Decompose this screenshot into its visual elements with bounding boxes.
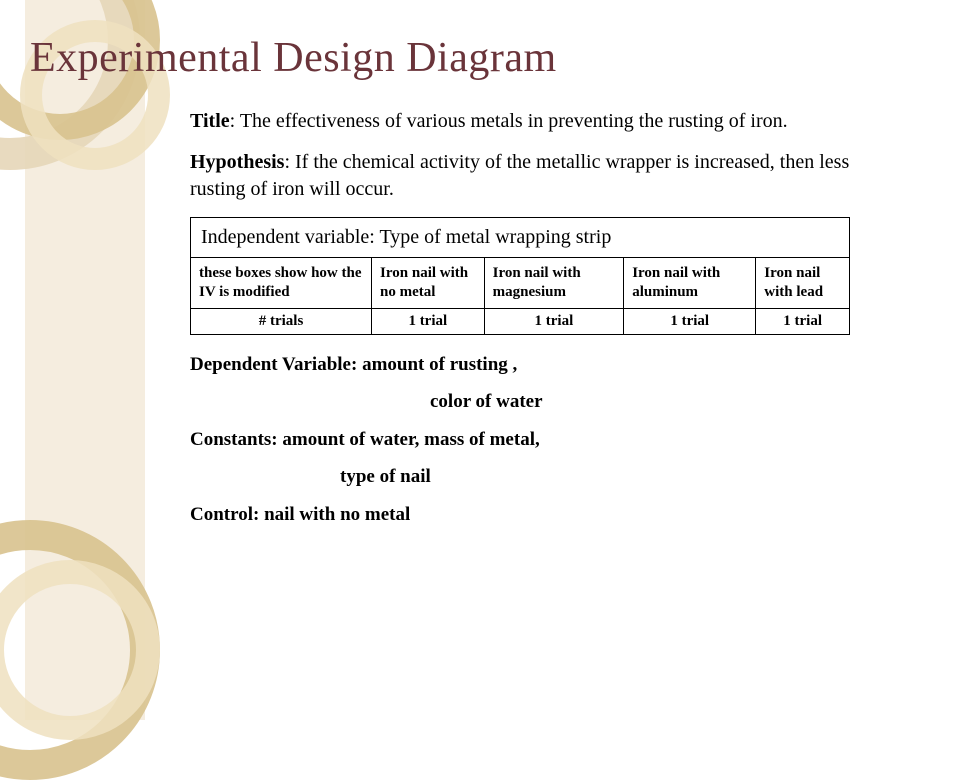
condition-cell: Iron nail with lead (756, 258, 850, 309)
constants-text-1: amount of water, mass of metal, (278, 429, 540, 450)
iv-row: Independent variable: Type of metal wrap… (191, 218, 850, 258)
dv-line: Dependent Variable: amount of rusting , (190, 351, 850, 379)
iv-table: Independent variable: Type of metal wrap… (190, 217, 850, 335)
control-line: Control: nail with no metal (190, 501, 850, 529)
trials-row: # trials 1 trial 1 trial 1 trial 1 trial (191, 308, 850, 334)
control-label: Control: (190, 504, 259, 525)
trial-cell: 1 trial (756, 308, 850, 334)
conditions-row: these boxes show how the IV is modified … (191, 258, 850, 309)
constants-line: Constants: amount of water, mass of meta… (190, 426, 850, 454)
title-label: Title (190, 110, 230, 132)
constants-label: Constants: (190, 429, 278, 450)
control-text: nail with no metal (259, 504, 410, 525)
slide-heading: Experimental Design Diagram (30, 34, 920, 82)
trial-cell: 1 trial (372, 308, 485, 334)
title-text: : The effectiveness of various metals in… (230, 110, 788, 132)
trials-label-cell: # trials (191, 308, 372, 334)
constants-line-2: type of nail (190, 463, 850, 491)
dv-label: Dependent Variable: (190, 354, 357, 375)
slide-content: Experimental Design Diagram Title: The e… (0, 0, 960, 528)
hypothesis-paragraph: Hypothesis: If the chemical activity of … (190, 149, 850, 203)
trial-cell: 1 trial (484, 308, 624, 334)
iv-cell: Independent variable: Type of metal wrap… (191, 218, 850, 258)
dv-text-1: amount of rusting , (357, 354, 517, 375)
condition-cell: Iron nail with no metal (372, 258, 485, 309)
condition-cell: these boxes show how the IV is modified (191, 258, 372, 309)
slide-body: Title: The effectiveness of various meta… (190, 108, 850, 528)
hypothesis-label: Hypothesis (190, 151, 284, 173)
title-paragraph: Title: The effectiveness of various meta… (190, 108, 850, 135)
dv-line-2: color of water (190, 388, 850, 416)
hypothesis-text: : If the chemical activity of the metall… (190, 151, 849, 200)
condition-cell: Iron nail with magnesium (484, 258, 624, 309)
trial-cell: 1 trial (624, 308, 756, 334)
condition-cell: Iron nail with aluminum (624, 258, 756, 309)
